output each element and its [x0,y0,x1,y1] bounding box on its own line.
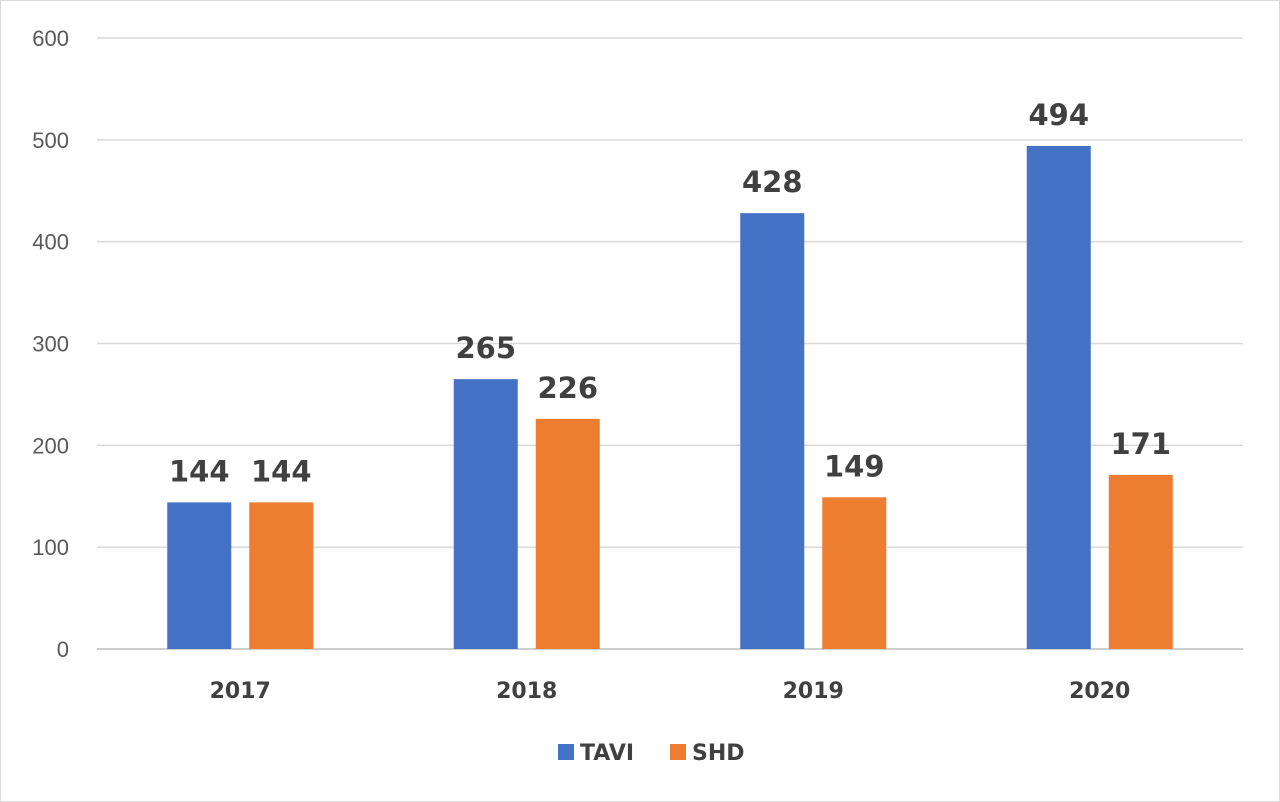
bar-tavi-2017 [167,502,232,649]
y-tick-label: 400 [32,230,69,255]
data-label: 428 [742,165,803,199]
data-label: 144 [169,454,230,488]
y-tick-label: 200 [32,433,69,458]
bar-shd-2018 [535,418,600,649]
data-label: 149 [824,449,885,483]
bar-tavi-2018 [453,379,518,649]
data-label: 265 [455,331,516,365]
y-tick-label: 300 [32,332,69,357]
y-tick-label: 500 [32,128,69,153]
legend-label-tavi: TAVI [580,741,634,766]
x-tick-label: 2017 [210,679,271,704]
legend-swatch-shd [670,744,686,760]
legend-label-shd: SHD [692,741,745,766]
data-label: 494 [1028,98,1089,132]
bar-tavi-2019 [740,213,805,650]
y-tick-label: 600 [32,26,69,51]
y-tick-label: 100 [32,535,69,560]
x-tick-label: 2019 [783,679,844,704]
y-tick-label: 0 [57,637,69,662]
bar-shd-2020 [1108,474,1173,649]
bar-shd-2019 [822,497,887,649]
data-label: 171 [1110,427,1171,461]
data-label: 144 [251,454,312,488]
data-label: 226 [537,371,598,405]
legend-swatch-tavi [558,744,574,760]
x-tick-label: 2020 [1069,679,1130,704]
x-tick-label: 2018 [496,679,557,704]
bar-tavi-2020 [1026,145,1091,649]
bar-shd-2017 [249,502,314,649]
